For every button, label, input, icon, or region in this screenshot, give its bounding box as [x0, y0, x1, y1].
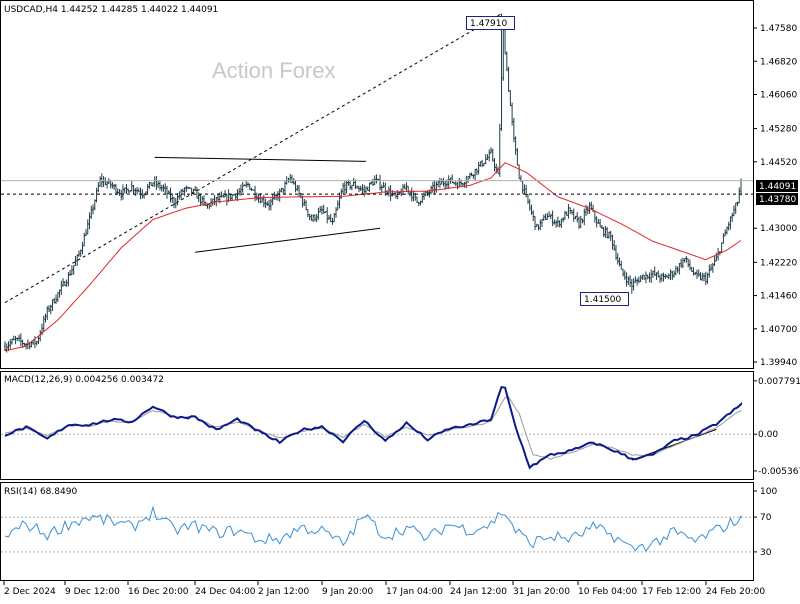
- price-tick-label: 1.47580: [760, 24, 797, 34]
- rsi-tick-label: 70: [760, 513, 772, 523]
- trendlines: [4, 13, 502, 303]
- price-tick-label: 1.46820: [760, 57, 797, 67]
- time-axis: 2 Dec 2024 9 Dec 12:00 16 Dec 20:00 24 Dec …: [3, 581, 765, 597]
- symbol-ohlc-label: USDCAD,H4 1.44252 1.44285 1.44022 1.4409…: [4, 5, 218, 15]
- moving-average: [4, 162, 742, 352]
- watermark: Action Forex: [212, 58, 336, 83]
- time-tick-label: 24 Dec 04:00: [195, 587, 256, 597]
- main-panel-frame: [0, 0, 754, 369]
- macd-tick-label: 0.00: [758, 430, 778, 440]
- price-tick-label: 1.40700: [760, 325, 797, 335]
- rsi-axis: 100 70 30: [753, 487, 777, 558]
- rsi-tick-label: 100: [760, 487, 777, 497]
- high-annotation-label: 1.47910: [470, 19, 507, 29]
- macd-lines: [4, 385, 742, 470]
- rsi-line: [4, 505, 742, 552]
- current-price-label: 1.44091: [759, 182, 796, 192]
- time-tick-label: 17 Feb 12:00: [642, 587, 701, 597]
- low-annotation: 1.41500: [580, 292, 629, 306]
- price-axis: 1.47580 1.46820 1.46060 1.45280 1.44520 1.430…: [753, 24, 797, 368]
- macd-tick-label: -0.005367: [758, 467, 800, 477]
- price-tick-label: 1.44520: [760, 158, 797, 168]
- macd-axis: 0.007791 0.00 -0.005367: [753, 377, 800, 477]
- price-tick-label: 1.43000: [760, 224, 797, 234]
- triangle-upper-line: [154, 156, 366, 162]
- price-tick-label: 1.41460: [760, 292, 797, 302]
- macd-tick-label: 0.007791: [758, 377, 800, 387]
- time-tick-label: 9 Dec 12:00: [65, 587, 120, 597]
- time-tick-label: 24 Feb 20:00: [706, 587, 765, 597]
- level-price-box: 1.43780: [756, 193, 798, 205]
- rsi-series-line: [4, 505, 742, 552]
- time-tick-label: 31 Jan 20:00: [513, 587, 570, 597]
- time-tick-label: 9 Jan 20:00: [322, 587, 374, 597]
- time-tick-label: 24 Jan 12:00: [450, 587, 507, 597]
- price-tick-label: 1.45280: [760, 125, 797, 135]
- current-price-box: 1.44091: [756, 180, 798, 192]
- rsi-tick-label: 30: [760, 548, 772, 558]
- macd-label: MACD(12,26,9) 0.004256 0.003472: [4, 375, 164, 385]
- time-tick-label: 10 Feb 04:00: [578, 587, 637, 597]
- price-tick-label: 1.46060: [760, 90, 797, 100]
- price-tick-label: 1.39940: [760, 358, 797, 368]
- ma-line: [4, 162, 742, 352]
- macd-main-line: [4, 385, 742, 470]
- price-levels: [1, 180, 753, 195]
- low-annotation-label: 1.41500: [584, 295, 621, 305]
- time-tick-label: 16 Dec 20:00: [128, 587, 189, 597]
- rsi-label: RSI(14) 68.8490: [4, 487, 77, 497]
- time-tick-label: 2 Dec 2024: [4, 587, 56, 597]
- rsi-levels: [1, 516, 753, 553]
- time-tick-label: 2 Jan 12:00: [258, 587, 310, 597]
- time-tick-label: 17 Jan 04:00: [386, 587, 443, 597]
- price-tick-label: 1.42220: [760, 258, 797, 268]
- level-price-label: 1.43780: [759, 195, 796, 205]
- macd-panel-frame: [0, 371, 754, 480]
- candles: [4, 13, 742, 353]
- triangle-lower-line: [195, 227, 381, 253]
- high-annotation: 1.47910: [466, 16, 515, 30]
